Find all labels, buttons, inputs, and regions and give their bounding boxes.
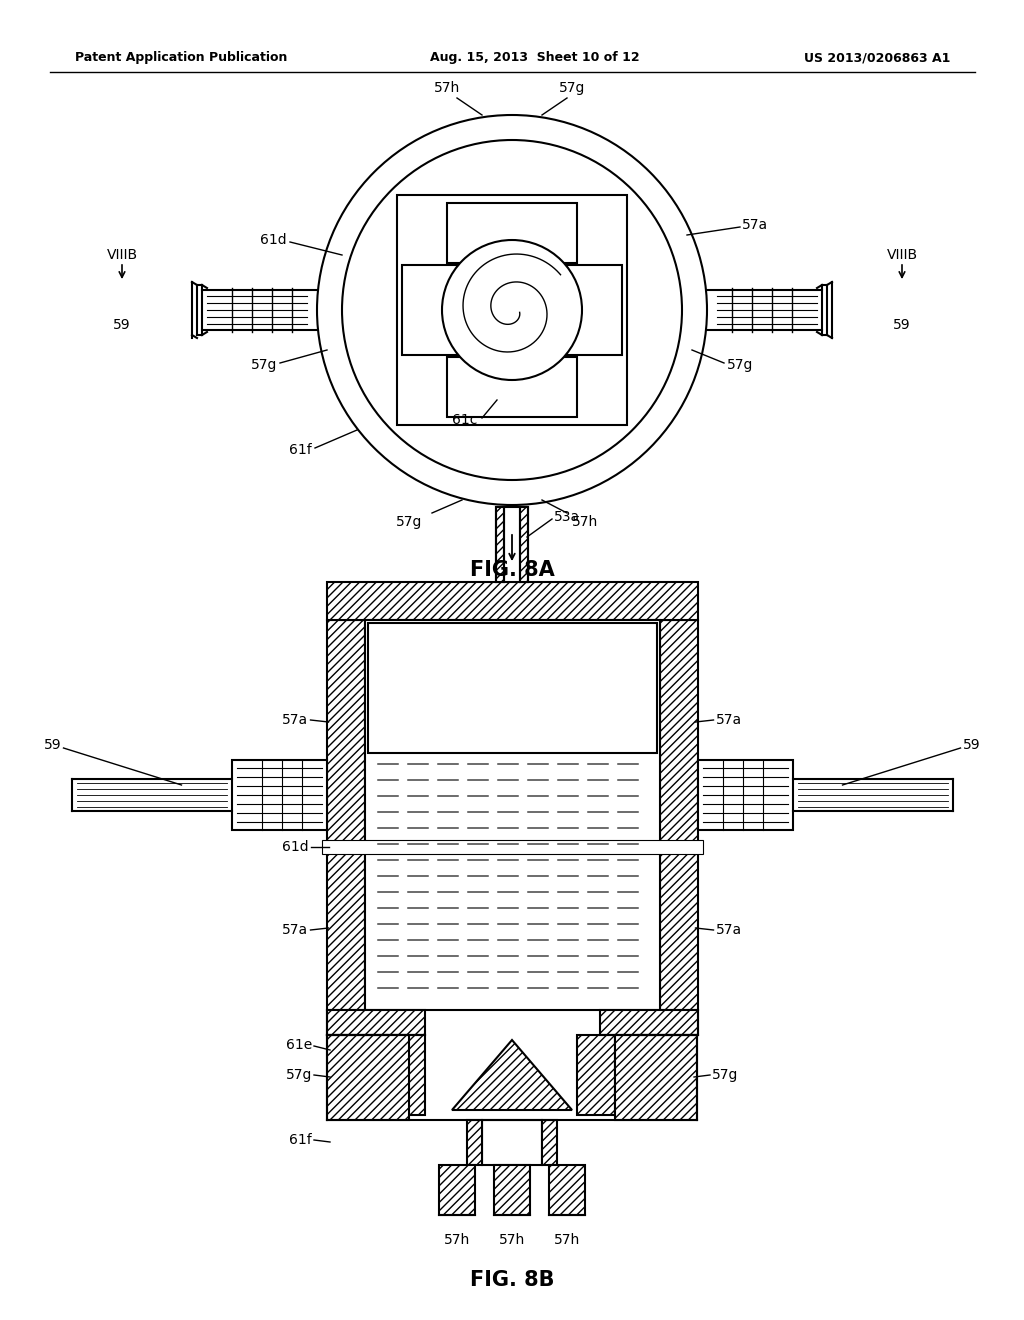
Text: 57a: 57a [716, 923, 741, 937]
Bar [542, 1119, 557, 1166]
Bar [447, 356, 577, 417]
Text: Patent Application Publication: Patent Application Publication [75, 51, 288, 65]
Bar [615, 1035, 697, 1119]
Text: 61d: 61d [282, 840, 308, 854]
Bar [231, 760, 327, 830]
Bar [520, 507, 528, 582]
Text: US 2013/0206863 A1: US 2013/0206863 A1 [804, 51, 950, 65]
Bar [327, 582, 697, 620]
Bar [577, 1035, 615, 1115]
Text: 57a: 57a [283, 923, 308, 937]
Bar [567, 265, 622, 355]
Bar [697, 760, 793, 830]
Text: 57g: 57g [559, 81, 585, 95]
Text: 57h: 57h [434, 81, 460, 95]
Circle shape [317, 115, 707, 506]
Bar [467, 1119, 482, 1166]
Bar [327, 1010, 425, 1035]
Circle shape [442, 240, 582, 380]
Bar [439, 1166, 475, 1214]
Bar [327, 620, 365, 1010]
Text: 53a: 53a [554, 510, 581, 524]
Text: VIIIB: VIIIB [106, 248, 137, 261]
Bar [365, 620, 659, 1010]
Bar [397, 195, 627, 425]
Polygon shape [452, 1040, 572, 1110]
Bar [549, 1166, 585, 1214]
Bar [599, 1010, 697, 1035]
Bar [482, 1119, 542, 1166]
Text: 57g: 57g [727, 358, 754, 372]
Bar [494, 1166, 530, 1214]
Bar [496, 507, 504, 582]
Text: 57g: 57g [712, 1068, 738, 1082]
Text: 59: 59 [114, 318, 131, 333]
Text: 57h: 57h [572, 515, 598, 529]
Text: 57g: 57g [286, 1068, 312, 1082]
Text: 59: 59 [963, 738, 980, 752]
Bar [322, 840, 702, 854]
Circle shape [342, 140, 682, 480]
Text: 61f: 61f [289, 1133, 312, 1147]
Bar [386, 1035, 425, 1115]
Text: 61d: 61d [260, 234, 287, 247]
Text: 61f: 61f [289, 444, 312, 457]
Text: Aug. 15, 2013  Sheet 10 of 12: Aug. 15, 2013 Sheet 10 of 12 [430, 51, 640, 65]
Text: 57h: 57h [443, 1233, 470, 1247]
Text: FIG. 8B: FIG. 8B [470, 1270, 554, 1290]
Text: 57a: 57a [716, 713, 741, 727]
Bar [368, 623, 656, 752]
Text: 57g: 57g [251, 358, 278, 372]
Text: VIIIB: VIIIB [887, 248, 918, 261]
Text: 57g: 57g [395, 515, 422, 529]
Text: FIG. 8A: FIG. 8A [470, 560, 554, 579]
Text: 61c: 61c [452, 413, 477, 426]
Text: 57a: 57a [283, 713, 308, 727]
Bar [327, 1035, 409, 1119]
Bar [659, 620, 697, 1010]
Text: 59: 59 [44, 738, 61, 752]
Text: 61e: 61e [286, 1038, 312, 1052]
Text: 57a: 57a [742, 218, 768, 232]
Text: 59: 59 [893, 318, 910, 333]
Bar [447, 203, 577, 263]
Text: 57h: 57h [554, 1233, 581, 1247]
Text: 57h: 57h [499, 1233, 525, 1247]
Bar [402, 265, 457, 355]
